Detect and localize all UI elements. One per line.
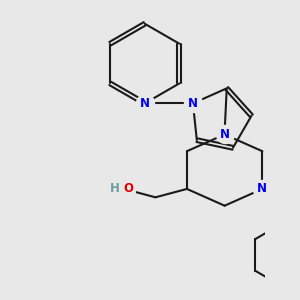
Text: N: N <box>140 97 150 110</box>
Text: O: O <box>123 182 133 195</box>
Text: N: N <box>188 97 198 110</box>
Text: N: N <box>220 128 230 141</box>
Text: N: N <box>257 182 267 195</box>
Text: H: H <box>110 182 119 195</box>
